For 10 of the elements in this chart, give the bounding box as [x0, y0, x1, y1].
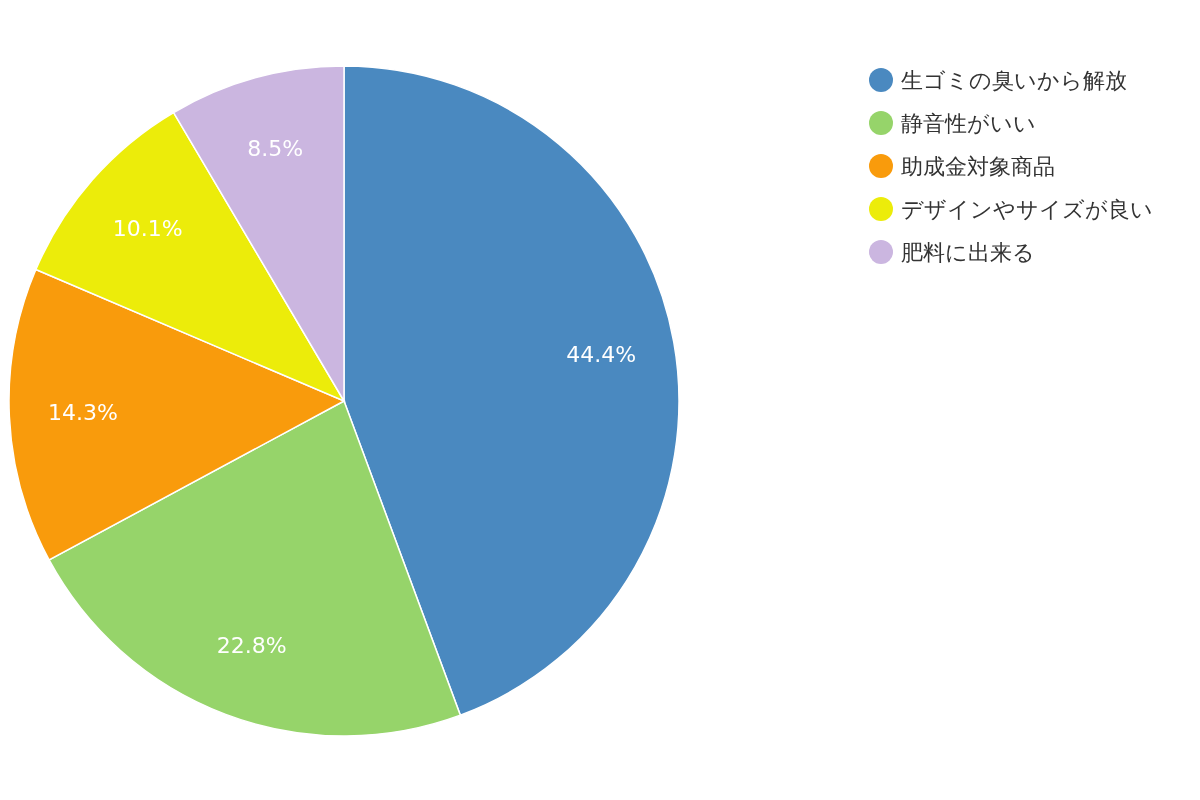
data-label: 14.3% — [48, 400, 118, 426]
data-label: 10.1% — [112, 216, 183, 242]
data-label: 44.4% — [566, 342, 637, 368]
data-label: 22.8% — [216, 632, 287, 658]
data-label: 8.5% — [247, 136, 304, 162]
legend-label: 静音性がいい — [901, 110, 1036, 136]
legend-label: デザインやサイズが良い — [901, 196, 1153, 222]
legend-label: 肥料に出来る — [901, 239, 1035, 265]
legend-label: 助成金対象商品 — [901, 153, 1055, 179]
legend-label: 生ゴミの臭いから解放 — [901, 67, 1127, 93]
